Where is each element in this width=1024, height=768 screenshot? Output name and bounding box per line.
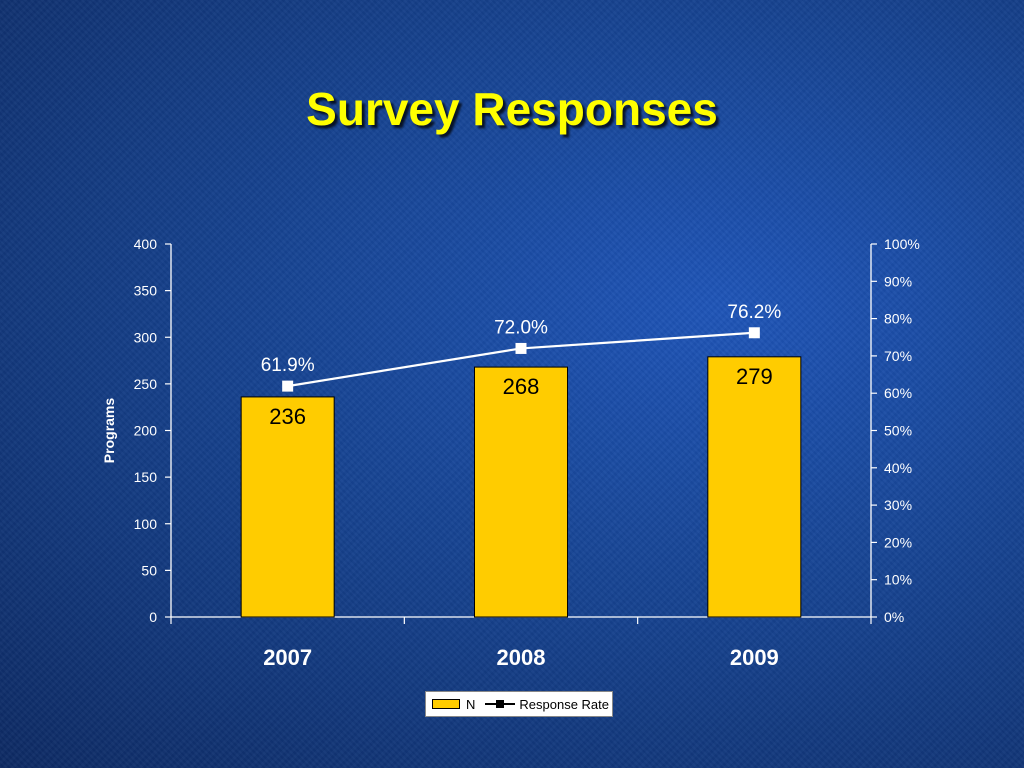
y-tick-label-left: 0 <box>149 609 157 625</box>
response-rate-marker <box>282 380 294 392</box>
y-tick-label-left: 150 <box>134 469 158 485</box>
response-rate-marker <box>515 342 527 354</box>
y-tick-label-right: 10% <box>884 572 912 588</box>
bar-2008 <box>474 366 568 618</box>
y-tick-label-right: 50% <box>884 423 912 439</box>
bar-data-label: 268 <box>503 374 540 399</box>
legend-label-n: N <box>466 696 476 712</box>
legend-line-swatch <box>485 699 516 709</box>
response-rate-data-label: 76.2% <box>727 302 781 323</box>
y-tick-label-right: 90% <box>884 273 912 289</box>
y-tick-label-left: 400 <box>134 236 158 252</box>
y-tick-label-left: 350 <box>134 283 158 299</box>
y-tick-label-left: 100 <box>134 516 158 532</box>
x-tick-label: 2007 <box>263 645 312 670</box>
chart-legend: N Response Rate <box>425 691 613 717</box>
y-tick-label-right: 80% <box>884 311 912 327</box>
bar-2007 <box>240 396 335 618</box>
bar-data-label: 279 <box>736 364 773 389</box>
response-rate-data-label: 72.0% <box>494 317 548 338</box>
y-tick-label-right: 100% <box>884 236 920 252</box>
bar-2009 <box>707 356 802 618</box>
y-tick-label-left: 300 <box>134 329 158 345</box>
response-rate-data-label: 61.9% <box>261 355 315 376</box>
x-tick-label: 2009 <box>730 645 779 670</box>
y-tick-label-right: 40% <box>884 460 912 476</box>
y-tick-label-left: 200 <box>134 423 158 439</box>
legend-label-response-rate: Response Rate <box>519 696 610 712</box>
y-tick-label-right: 30% <box>884 497 912 513</box>
y-tick-label-right: 70% <box>884 348 912 364</box>
bar-data-label: 236 <box>269 404 306 429</box>
y-tick-label-right: 0% <box>884 609 904 625</box>
slide-title: Survey Responses <box>306 83 718 135</box>
y-axis-title: Programs <box>101 398 117 464</box>
response-rate-marker <box>748 327 760 339</box>
y-tick-label-right: 20% <box>884 534 912 550</box>
y-tick-label-left: 250 <box>134 376 158 392</box>
x-tick-label: 2008 <box>497 645 546 670</box>
legend-bar-swatch <box>432 699 460 709</box>
y-tick-label-left: 50 <box>141 562 157 578</box>
y-tick-label-right: 60% <box>884 385 912 401</box>
